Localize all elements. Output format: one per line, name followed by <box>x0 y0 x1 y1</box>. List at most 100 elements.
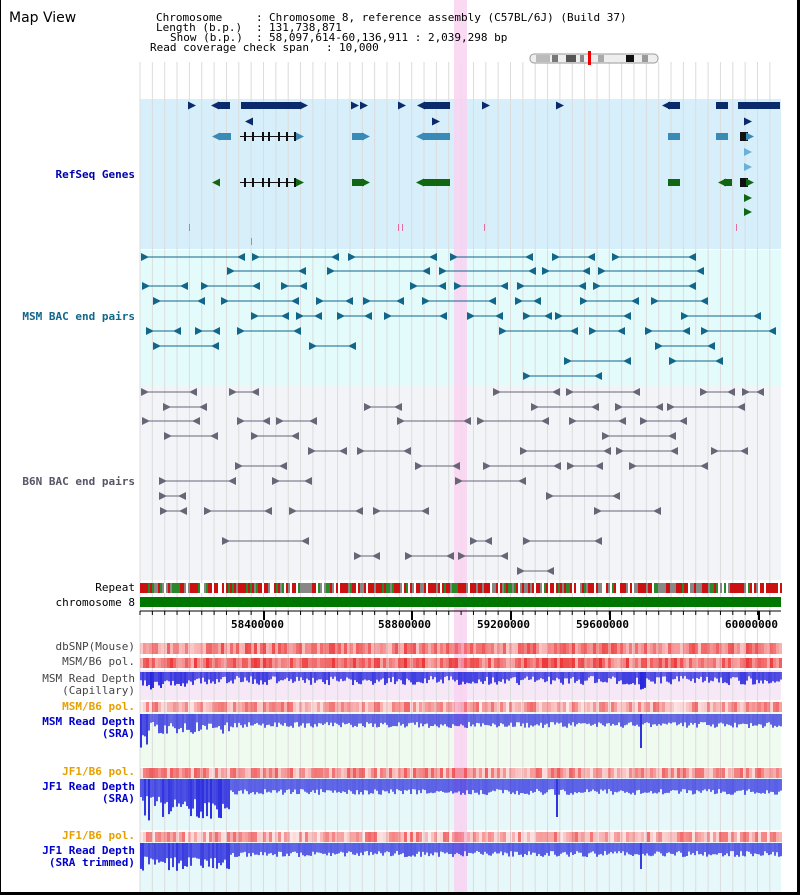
track-label-msm-depth-sra[interactable]: MSM Read Depth (SRA) <box>42 715 135 740</box>
pol-cell <box>554 658 557 668</box>
pol-cell <box>533 658 536 668</box>
repeat-element <box>582 583 584 593</box>
pol-cell <box>671 832 674 842</box>
track-label-msm-bac[interactable]: MSM BAC end pairs <box>22 310 135 323</box>
pol-cell <box>245 832 248 842</box>
pol-cell <box>206 768 209 778</box>
depth-bar <box>456 779 458 793</box>
track-label-chromosome[interactable]: chromosome 8 <box>55 596 135 609</box>
bac-end <box>237 327 245 335</box>
repeat-element <box>310 583 312 593</box>
pol-cell <box>578 658 581 668</box>
depth-bar <box>172 843 174 868</box>
depth-bar <box>342 714 344 723</box>
repeat-element <box>392 583 394 593</box>
pol-cell <box>716 832 719 842</box>
depth-bar <box>400 779 402 791</box>
track-label-msm-b6-pol-2[interactable]: MSM/B6 pol. <box>62 700 135 713</box>
bac-end <box>523 537 531 545</box>
dbsnp-cell <box>545 643 548 654</box>
track-label-dbsnp[interactable]: dbSNP(Mouse) <box>55 640 135 653</box>
pol-cell <box>452 768 455 778</box>
depth-bar <box>408 843 410 857</box>
depth-bar <box>316 843 318 853</box>
track-label-msm-b6-pol-1[interactable]: MSM/B6 pol. <box>62 655 135 668</box>
track-label-jf1-depth-trimmed[interactable]: JF1 Read Depth (SRA trimmed) <box>42 844 135 869</box>
track-label-refseq[interactable]: RefSeq Genes <box>55 168 135 181</box>
pol-cell <box>470 768 473 778</box>
dbsnp-cell <box>368 643 371 654</box>
repeat-element <box>424 583 426 593</box>
depth-bar <box>260 779 262 794</box>
depth-bar <box>368 714 370 724</box>
depth-bar <box>344 843 346 857</box>
track-label-jf1-b6-pol-2[interactable]: JF1/B6 pol. <box>62 829 135 842</box>
dbsnp-cell <box>575 643 578 654</box>
depth-bar <box>582 714 584 724</box>
dbsnp-cell <box>188 643 191 654</box>
pol-cell <box>653 702 656 712</box>
depth-bar <box>354 672 356 681</box>
depth-bar <box>400 672 402 681</box>
depth-bar <box>732 672 734 678</box>
pol-cell <box>446 768 449 778</box>
repeat-element <box>180 583 182 593</box>
track-label-msm-depth-capillary[interactable]: MSM Read Depth (Capillary) <box>42 672 135 697</box>
strand-arrow <box>556 101 564 110</box>
track-label-jf1-b6-pol-1[interactable]: JF1/B6 pol. <box>62 765 135 778</box>
depth-bar <box>486 843 488 854</box>
depth-bar <box>404 779 406 791</box>
depth-bar <box>488 714 490 726</box>
depth-bar <box>392 714 394 727</box>
bac-end <box>252 282 260 290</box>
pol-cell <box>335 702 338 712</box>
pol-cell <box>266 832 269 842</box>
track-label-jf1-depth-sra[interactable]: JF1 Read Depth (SRA) <box>42 780 135 805</box>
dbsnp-cell <box>416 643 419 654</box>
dbsnp-cell <box>479 643 482 654</box>
track-label-repeat[interactable]: Repeat <box>95 581 135 594</box>
depth-bar <box>506 672 508 680</box>
pol-cell <box>743 768 746 778</box>
dbsnp-cell <box>278 643 281 654</box>
depth-bar <box>398 714 400 723</box>
pol-cell <box>443 702 446 712</box>
pol-cell <box>566 658 569 668</box>
depth-bar <box>750 672 752 679</box>
repeat-element <box>274 583 276 593</box>
pol-cell <box>371 702 374 712</box>
bac-end <box>142 417 150 425</box>
pol-cell <box>230 832 233 842</box>
bac-end <box>488 297 496 305</box>
pol-cell <box>728 768 731 778</box>
depth-bar <box>394 779 396 795</box>
repeat-element <box>230 583 232 593</box>
depth-bar <box>216 779 218 810</box>
bac-end <box>756 388 764 396</box>
depth-bar <box>712 672 714 682</box>
track-label-b6n-bac[interactable]: B6N BAC end pairs <box>22 475 135 488</box>
depth-bar <box>498 779 500 790</box>
depth-bar <box>410 779 412 795</box>
repeat-element <box>178 583 180 593</box>
depth-bar <box>358 843 360 856</box>
depth-bar <box>266 672 268 685</box>
pol-cell <box>617 768 620 778</box>
depth-bar <box>696 779 698 791</box>
depth-bar <box>204 714 206 726</box>
repeat-element <box>714 583 716 593</box>
depth-bar <box>766 779 768 791</box>
depth-bar <box>458 672 460 685</box>
pol-cell <box>260 702 263 712</box>
pol-cell <box>686 658 689 668</box>
dbsnp-cell <box>500 643 503 654</box>
depth-bar <box>606 672 608 683</box>
repeat-element <box>154 583 156 593</box>
repeat-element <box>260 583 262 593</box>
depth-bar <box>512 843 514 857</box>
depth-bar <box>594 672 596 684</box>
depth-bar <box>144 672 146 681</box>
depth-bar <box>440 843 442 852</box>
depth-bar <box>228 843 230 870</box>
